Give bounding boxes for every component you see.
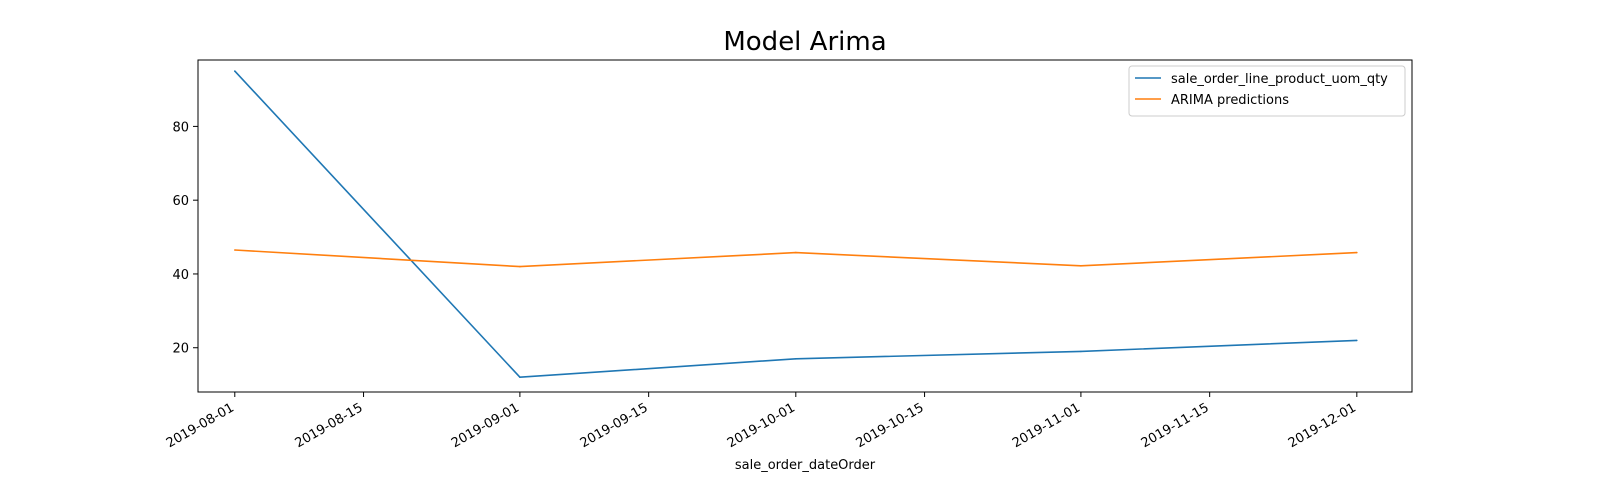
x-tick-label: 2019-10-01: [725, 400, 798, 451]
x-tick-label: 2019-11-15: [1139, 400, 1212, 451]
y-tick-label: 60: [172, 194, 189, 209]
data-point: [1356, 251, 1358, 254]
legend-label: ARIMA predictions: [1171, 93, 1289, 108]
y-tick-label: 20: [172, 342, 189, 357]
plot-area: [197, 59, 1413, 393]
data-point: [1080, 350, 1082, 353]
data-point: [1080, 265, 1082, 267]
x-tick-label: 2019-08-01: [164, 400, 237, 451]
y-tick-label: 40: [172, 268, 189, 283]
legend-item: ARIMA predictions: [1135, 93, 1289, 108]
x-tick-label: 2019-09-15: [578, 400, 651, 451]
data-point: [795, 251, 797, 254]
legend-item: sale_order_line_product_uom_qty: [1135, 72, 1388, 87]
x-tick-label: 2019-08-15: [293, 400, 366, 451]
legend: sale_order_line_product_uom_qty ARIMA pre…: [1128, 65, 1406, 117]
y-tick-label: 80: [172, 120, 189, 135]
x-tick-label: 2019-12-01: [1286, 400, 1359, 451]
x-tick-label: 2019-09-01: [449, 400, 522, 451]
x-axis-label: sale_order_dateOrder: [735, 458, 876, 473]
x-axis: 2019-08-01 2019-08-15 2019-09-01 2019-09-15…: [164, 392, 1359, 451]
legend-label: sale_order_line_product_uom_qty: [1171, 72, 1388, 87]
data-point: [519, 376, 521, 379]
series-1: [234, 70, 1358, 379]
series-2: [234, 249, 1358, 268]
x-tick-label: 2019-11-01: [1010, 400, 1083, 451]
data-point: [795, 358, 797, 360]
data-point: [234, 249, 236, 251]
x-tick-label: 2019-10-15: [854, 400, 927, 451]
chart-title: Model Arima: [723, 27, 886, 57]
y-axis: 20 40 60 80: [172, 120, 198, 357]
data-point: [1356, 339, 1358, 342]
data-point: [519, 265, 521, 268]
data-point: [234, 70, 236, 72]
series-layer: [234, 70, 1358, 379]
series-line-1: [234, 70, 1357, 379]
legend-box: [1128, 65, 1406, 117]
